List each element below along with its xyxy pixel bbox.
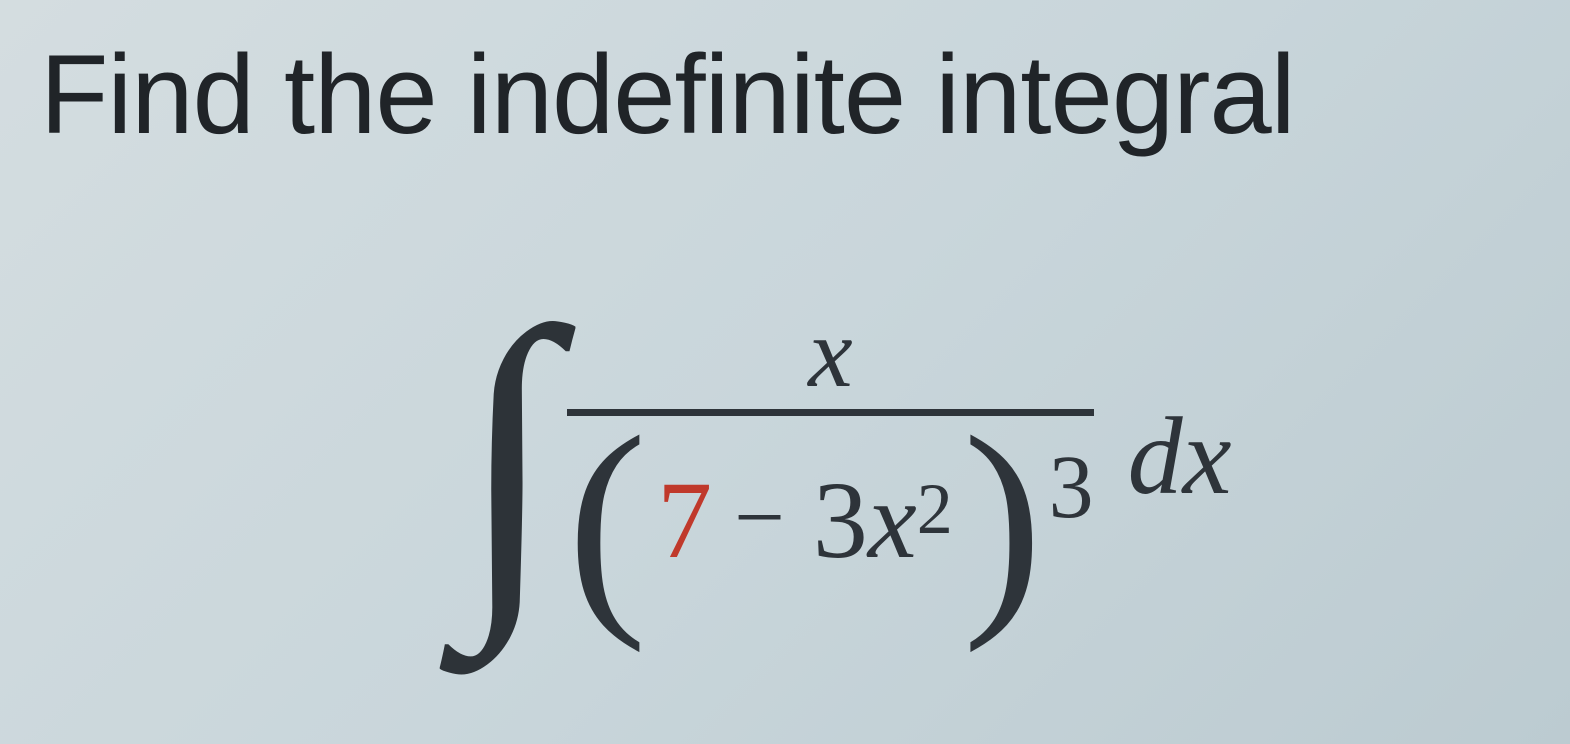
left-paren: ( [567,430,647,610]
differential: dx [1128,393,1232,520]
problem-container: Find the indefinite integral ∫ x ( 7 − 3… [0,0,1570,744]
denominator-paren-group: ( 7 − 3 x 2 ) 3 [567,430,1093,610]
right-paren: ) [963,430,1043,610]
prompt-text: Find the indefinite integral [40,30,1530,159]
coefficient: 3 [813,465,868,575]
constant-term: 7 [657,465,712,575]
inner-expression: 7 − 3 x 2 [647,465,963,575]
numerator: x [808,303,852,409]
fraction: x ( 7 − 3 x 2 ) 3 [567,303,1093,610]
integral-row: ∫ x ( 7 − 3 x 2 ) 3 [459,303,1232,610]
variable-x: x [868,465,917,575]
minus-operator: − [712,473,813,563]
denominator: ( 7 − 3 x 2 ) 3 [567,416,1093,610]
inner-exponent: 2 [917,473,953,545]
integral-sign: ∫ [459,313,558,601]
math-expression: ∫ x ( 7 − 3 x 2 ) 3 [40,159,1530,744]
outer-exponent: 3 [1049,436,1094,539]
